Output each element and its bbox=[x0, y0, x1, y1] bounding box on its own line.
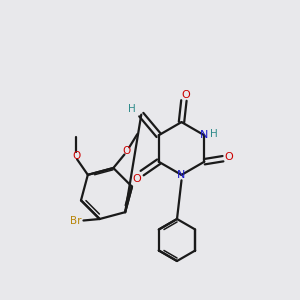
Text: N: N bbox=[200, 130, 208, 140]
Text: O: O bbox=[225, 152, 233, 162]
Text: H: H bbox=[128, 103, 136, 114]
Text: O: O bbox=[181, 90, 190, 100]
Text: O: O bbox=[72, 151, 81, 161]
Text: O: O bbox=[132, 173, 141, 184]
Text: H: H bbox=[210, 129, 218, 139]
Text: O: O bbox=[123, 146, 131, 157]
Text: Br: Br bbox=[70, 215, 81, 226]
Text: N: N bbox=[177, 170, 186, 180]
